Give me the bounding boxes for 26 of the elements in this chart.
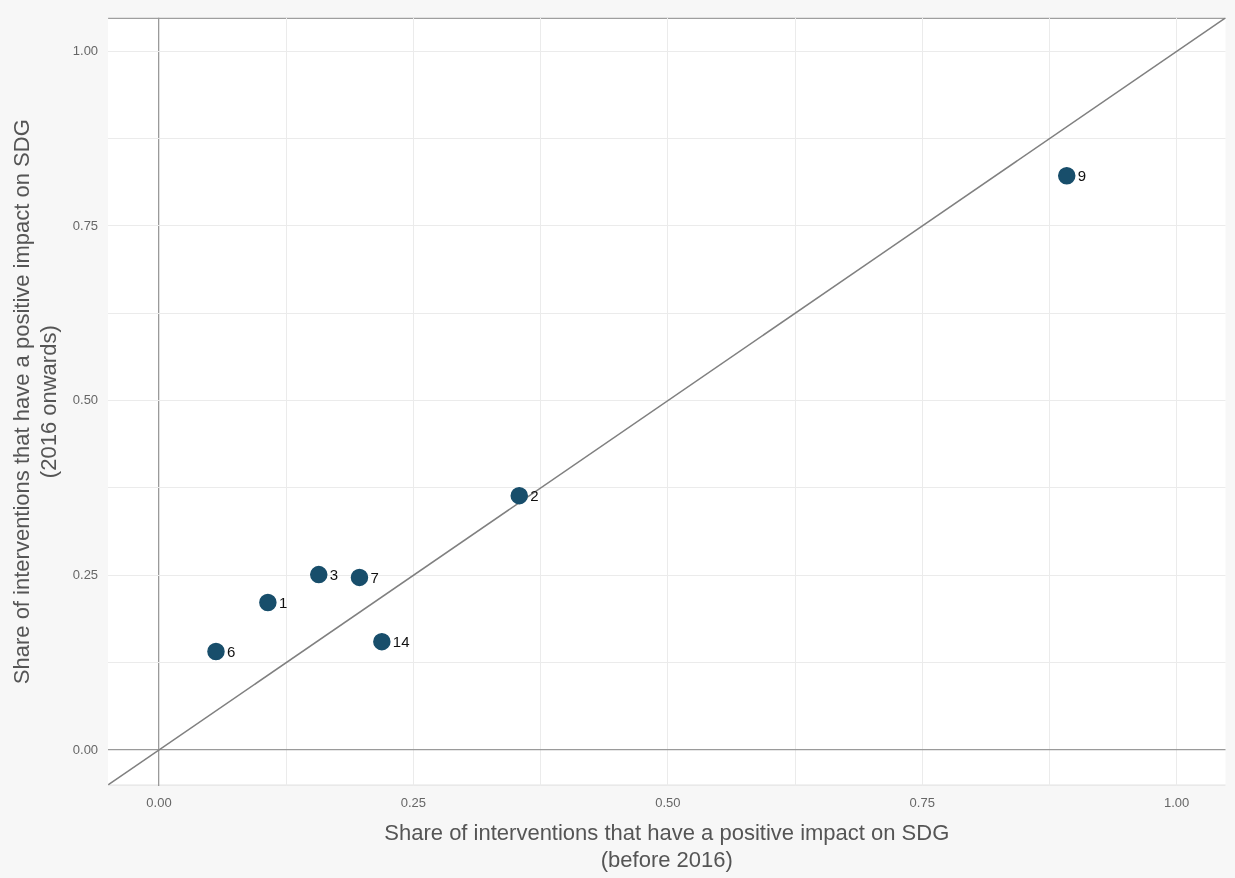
y-tick-label: 0.75	[72, 217, 99, 233]
y-tick-label: 0.25	[72, 566, 99, 582]
y-axis-title: Share of interventions that have a positive impact on SDG (2016 onwards)	[9, 119, 61, 685]
point	[310, 565, 328, 584]
x-axis-title: Share of interventions that have a positive impact on SDG (before 2016)	[384, 820, 950, 872]
y-tick-label: 1.00	[72, 42, 99, 58]
point	[350, 568, 369, 587]
x-tick-label: 0.25	[400, 794, 427, 810]
point	[207, 642, 225, 661]
annotation: 7	[370, 568, 379, 586]
y-tick-label: 0.00	[72, 741, 99, 757]
point	[510, 486, 528, 505]
annotation: 3	[329, 565, 339, 583]
annotation: 9	[1077, 166, 1087, 184]
x-tick-label: 1.00	[1164, 794, 1190, 810]
y-tick-label: 0.50	[72, 392, 99, 408]
point	[1057, 166, 1076, 185]
annotation: 2	[530, 486, 539, 504]
point	[259, 593, 277, 612]
annotation: 6	[226, 642, 236, 660]
annotation: 1	[278, 593, 288, 611]
annotation: 14	[392, 632, 410, 650]
x-tick-label: 0.00	[146, 794, 172, 810]
point	[373, 632, 391, 651]
x-tick-label: 0.50	[655, 794, 681, 810]
x-tick-label: 0.75	[909, 794, 935, 810]
